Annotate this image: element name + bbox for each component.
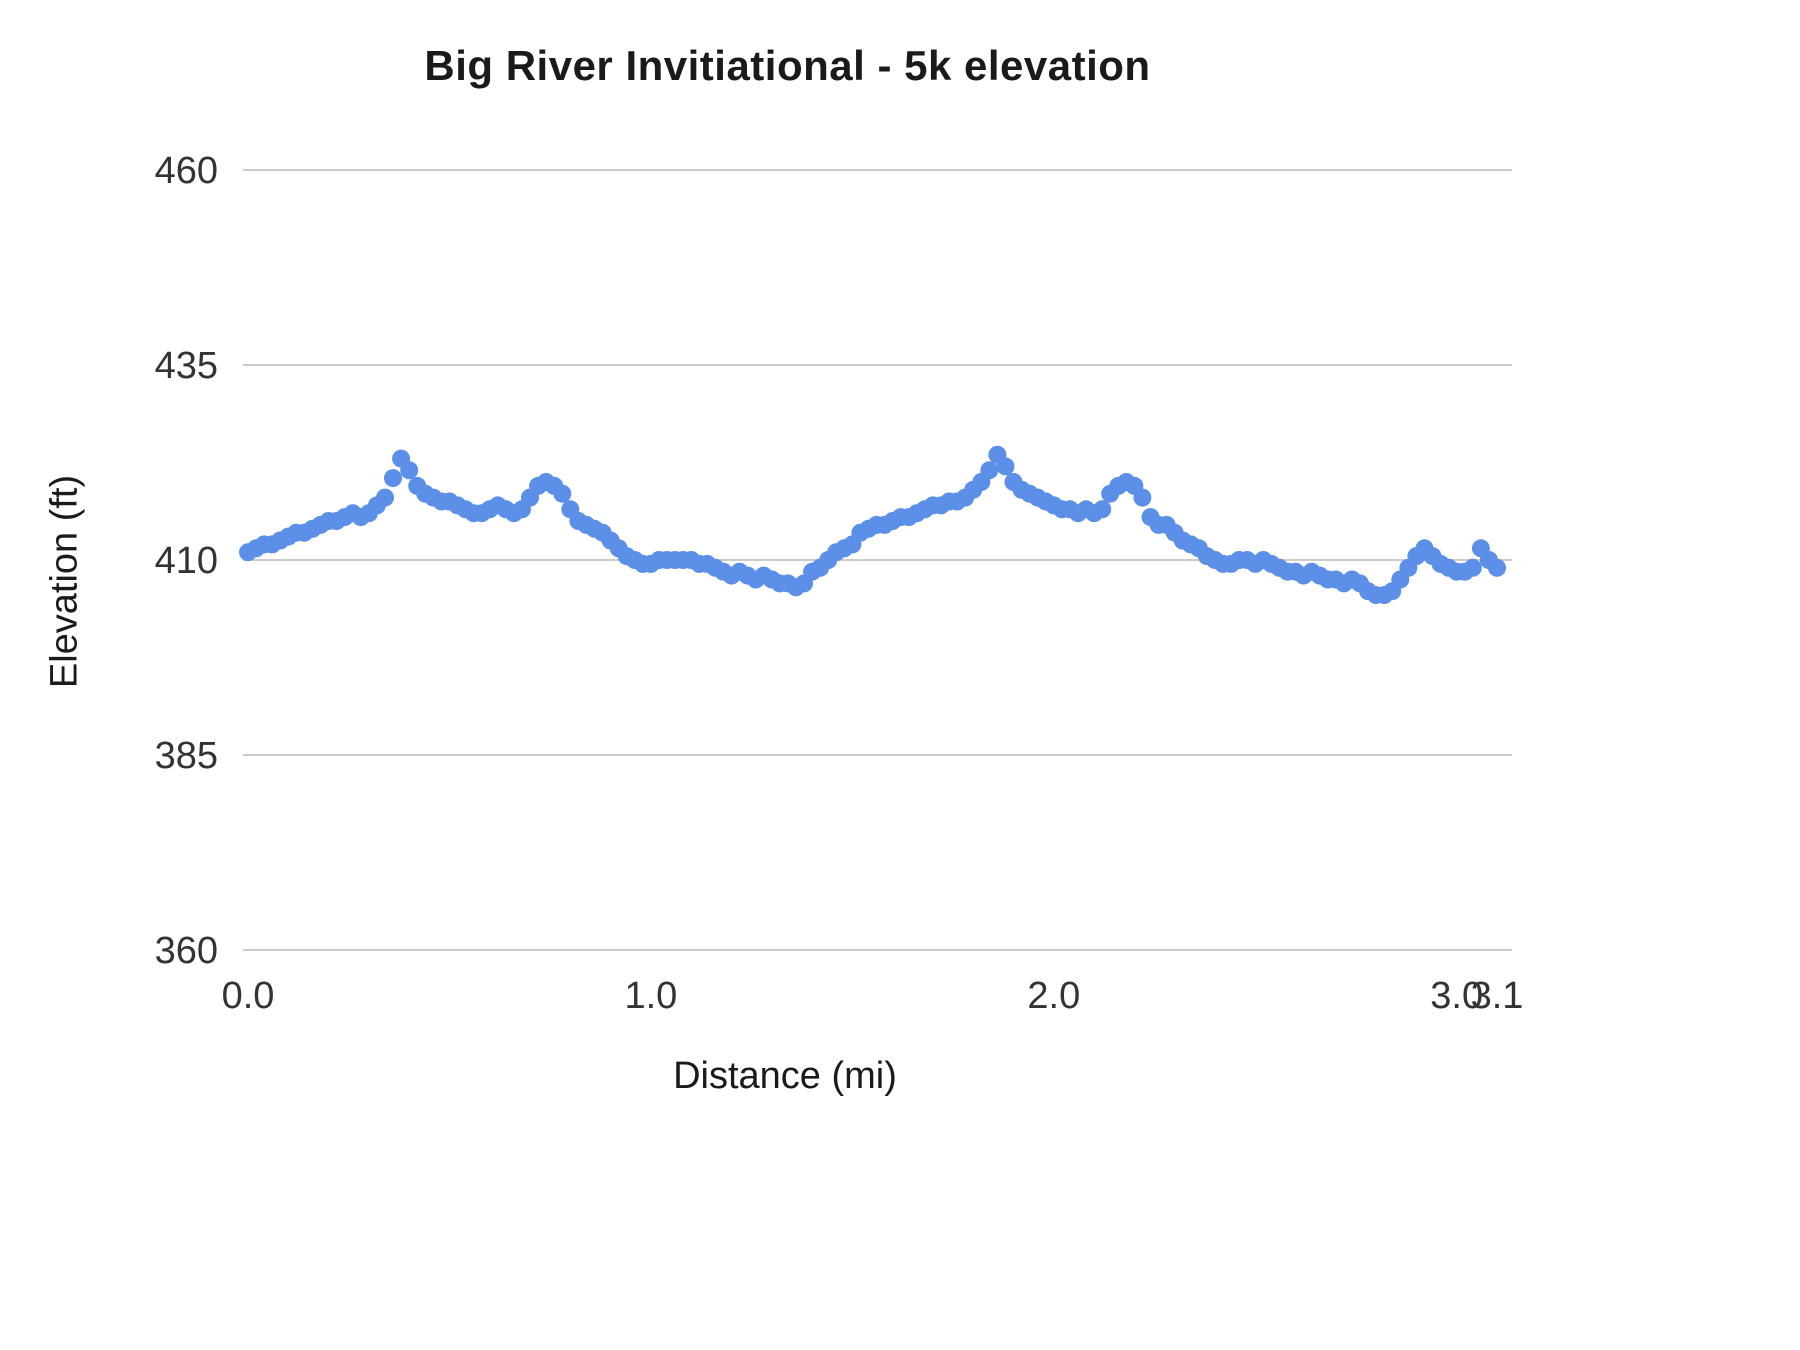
x-tick-label: 3.0	[1430, 975, 1483, 1017]
data-point	[1463, 558, 1482, 577]
x-tick-label: 2.0	[1027, 975, 1080, 1017]
chart-title: Big River Invitiational - 5k elevation	[424, 42, 1151, 89]
x-tick-label: 1.0	[624, 975, 677, 1017]
y-tick-label: 360	[155, 930, 218, 972]
data-point	[376, 488, 394, 507]
data-point	[1133, 488, 1152, 507]
x-tick-label: 0.0	[222, 975, 275, 1017]
data-point	[1488, 558, 1506, 577]
x-axis-title: Distance (mi)	[673, 1055, 897, 1097]
data-point	[996, 457, 1015, 476]
data-point	[384, 469, 402, 488]
y-tick-label: 410	[155, 540, 218, 582]
y-tick-label: 435	[155, 345, 218, 387]
data-point	[553, 484, 572, 503]
data-point	[1093, 500, 1112, 519]
data-point	[980, 461, 999, 480]
y-tick-label: 385	[155, 735, 218, 777]
y-tick-label: 460	[155, 150, 218, 192]
data-point	[400, 461, 419, 480]
x-tick-label: 3.1	[1471, 975, 1524, 1017]
